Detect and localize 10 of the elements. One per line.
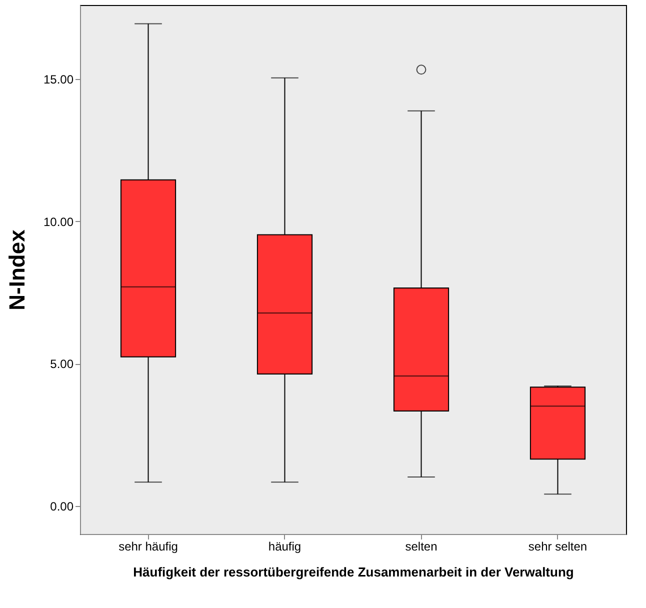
y-tick-label: 0.00 <box>50 500 74 514</box>
x-axis-title: Häufigkeit der ressortübergreifende Zusammenarbeit in der Verwaltung <box>133 564 574 580</box>
y-tick-label: 15.00 <box>43 72 74 87</box>
y-tick-label: 5.00 <box>50 357 74 372</box>
y-tick-label: 10.00 <box>43 214 74 229</box>
y-axis-title: N-Index <box>4 228 30 310</box>
x-tick-label: sehr häufig <box>118 540 178 554</box>
x-tick-label: sehr selten <box>528 540 588 554</box>
x-tick-label: häufig <box>268 540 302 554</box>
x-tick-label: selten <box>405 540 438 554</box>
